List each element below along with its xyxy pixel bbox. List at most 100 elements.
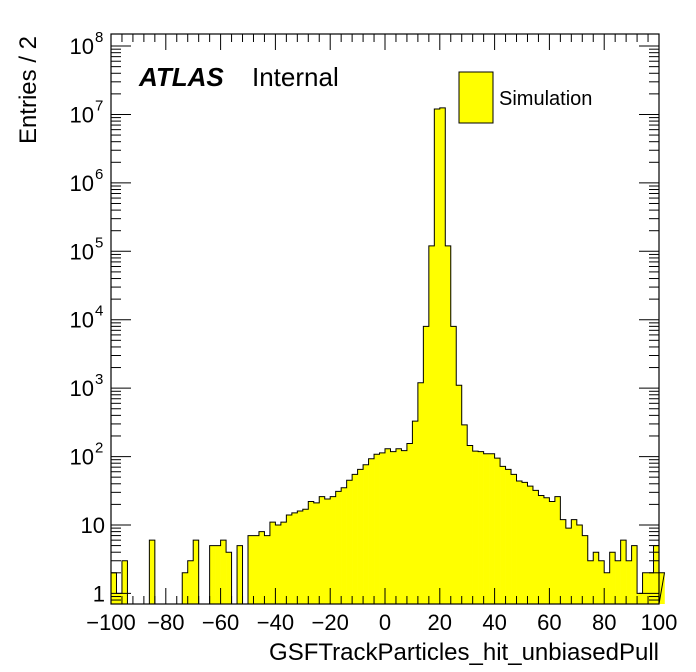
histogram-bar xyxy=(401,450,408,604)
histogram-bar xyxy=(269,522,276,604)
legend: Simulation xyxy=(458,71,592,124)
histogram-bar xyxy=(538,495,545,604)
histogram-bar xyxy=(346,480,353,604)
y-tick-label: 1 xyxy=(93,581,105,606)
histogram-bar xyxy=(363,464,369,604)
y-tick-exponent: 6 xyxy=(95,166,103,183)
histogram-bar xyxy=(522,482,528,604)
histogram-bar xyxy=(620,540,627,604)
histogram-bar xyxy=(182,572,189,604)
histogram-bar xyxy=(406,443,413,604)
y-tick-exponent: 7 xyxy=(95,97,103,114)
histogram-bar xyxy=(653,545,660,604)
histogram-bar xyxy=(275,524,282,604)
histogram-bar xyxy=(121,560,128,604)
x-tick-label: −60 xyxy=(202,610,239,635)
histogram-bar xyxy=(532,490,539,604)
histogram-bar xyxy=(385,448,391,604)
histogram-bar xyxy=(576,524,583,604)
histogram-bar xyxy=(253,535,260,604)
histogram-bar xyxy=(500,466,506,604)
histogram-bar xyxy=(511,474,517,604)
histogram-bar xyxy=(543,497,550,604)
x-axis-ticks: −100 −80 −60 −40 −20 0 20 40 60 80 100 xyxy=(86,34,677,635)
y-tick-label: 10 xyxy=(70,376,94,401)
x-tick-label: 0 xyxy=(379,610,391,635)
histogram-bar xyxy=(248,535,254,604)
histogram-bar xyxy=(264,535,271,604)
histogram-bar xyxy=(368,458,375,604)
histogram-bar xyxy=(412,421,419,604)
x-tick-label: −20 xyxy=(312,610,349,635)
x-tick-label: 40 xyxy=(482,610,506,635)
histogram-bar xyxy=(187,560,194,604)
histogram-bar xyxy=(516,480,523,604)
histogram-bar xyxy=(428,245,435,604)
histogram-bar xyxy=(445,245,452,604)
histogram-bar xyxy=(478,451,484,604)
histogram-bar xyxy=(417,382,424,604)
y-tick-label: 10 xyxy=(70,308,94,333)
histogram-bar xyxy=(297,511,304,604)
x-tick-label: −40 xyxy=(257,610,294,635)
internal-label: Internal xyxy=(252,62,339,92)
x-tick-label: 20 xyxy=(428,610,452,635)
atlas-label: ATLAS xyxy=(138,62,224,92)
histogram-outline xyxy=(110,107,666,605)
histogram-bar xyxy=(571,519,578,604)
histogram-bar xyxy=(626,560,632,604)
histogram-bar xyxy=(379,452,386,604)
histogram-bar xyxy=(631,545,638,604)
histogram-bar xyxy=(472,451,479,604)
histogram-bar xyxy=(215,545,221,604)
histogram-bar xyxy=(494,458,501,604)
histogram-bar xyxy=(390,451,397,604)
x-tick-label: −100 xyxy=(86,610,136,635)
histogram-bar xyxy=(439,107,446,604)
histogram-bar xyxy=(209,545,216,604)
histogram-bar xyxy=(450,326,457,604)
y-tick-exponent: 3 xyxy=(95,371,103,388)
histogram-bar xyxy=(324,498,331,604)
histogram-bar xyxy=(335,491,342,604)
histogram-bar xyxy=(505,469,512,604)
histogram-bar xyxy=(193,540,199,604)
y-tick-exponent: 2 xyxy=(95,440,103,457)
histogram-bar xyxy=(467,445,473,604)
histogram-bar xyxy=(565,528,572,604)
histogram-bar xyxy=(648,572,654,604)
histogram-bar xyxy=(560,519,567,604)
x-tick-label: −80 xyxy=(147,610,184,635)
histogram-bar xyxy=(554,496,561,604)
histogram-bar xyxy=(615,560,621,604)
histogram-bar xyxy=(461,424,468,604)
histogram-bars xyxy=(111,107,665,605)
histogram-bar xyxy=(226,552,232,604)
histogram-bar xyxy=(330,496,336,604)
y-tick-label: 10 xyxy=(70,102,94,127)
histogram-bar xyxy=(291,512,298,604)
histogram-bar xyxy=(352,474,358,604)
histogram-bar xyxy=(220,540,227,604)
histogram-bar xyxy=(483,453,490,604)
x-tick-label: 80 xyxy=(592,610,616,635)
histogram-bar xyxy=(374,454,380,604)
histogram-bar xyxy=(489,453,495,604)
histogram-bar xyxy=(286,514,293,604)
y-tick-exponent: 4 xyxy=(95,303,103,320)
histogram-bar xyxy=(313,502,320,604)
histogram-bar xyxy=(258,531,265,604)
histogram-bar xyxy=(637,593,643,604)
histogram-bar xyxy=(341,487,347,604)
legend-swatch-simulation xyxy=(458,71,494,124)
histogram-bar xyxy=(280,522,287,604)
histogram-bar xyxy=(237,545,243,604)
histogram-bar xyxy=(593,552,600,604)
x-axis-title: GSFTrackParticles_hit_unbiasedPull xyxy=(269,639,659,666)
histogram-bar xyxy=(582,535,589,604)
histogram-bar xyxy=(527,486,534,604)
legend-entry-simulation: Simulation xyxy=(499,88,592,110)
histogram-bar xyxy=(456,385,463,604)
